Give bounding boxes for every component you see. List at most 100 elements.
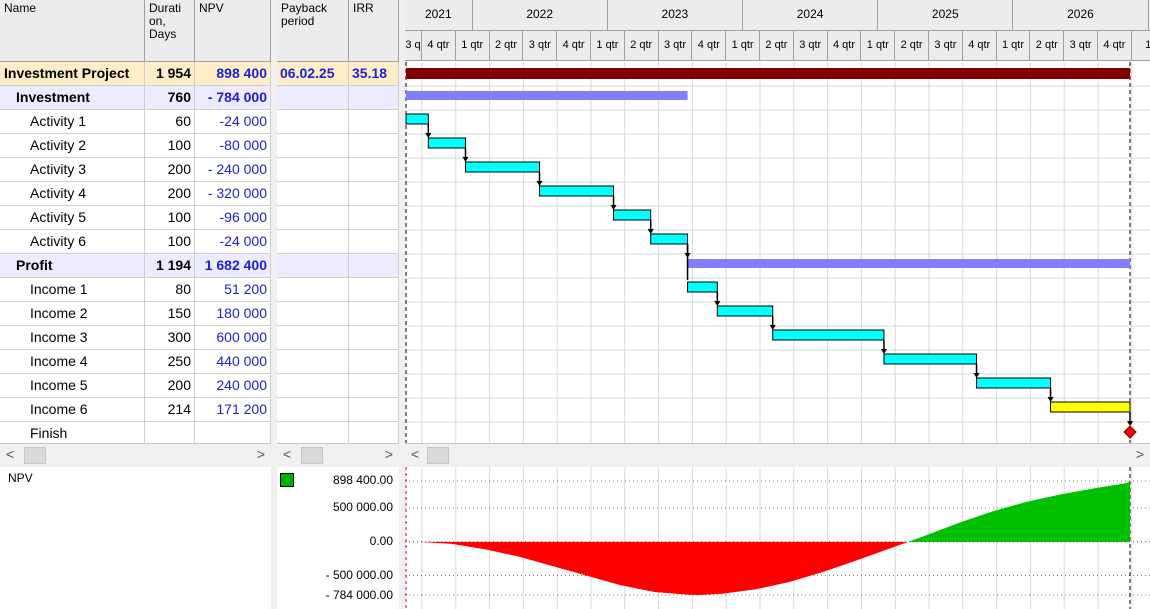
task-grid-scrollbar[interactable]: < >: [0, 443, 271, 465]
row-duration-cell[interactable]: 1 954: [145, 62, 195, 86]
row-duration-cell[interactable]: 200: [145, 374, 195, 398]
row-npv-cell[interactable]: -24 000: [195, 230, 271, 254]
row-payback-cell[interactable]: [277, 326, 349, 350]
row-name-cell[interactable]: Income 5: [0, 374, 145, 398]
scroll-left-icon[interactable]: <: [411, 446, 420, 462]
gantt-bar-task: [883, 353, 978, 365]
row-duration-cell[interactable]: 250: [145, 350, 195, 374]
row-name-cell[interactable]: Income 6: [0, 398, 145, 422]
column-header-duration[interactable]: Durati on, Days: [145, 0, 195, 62]
timeline-quarter: 2 qtr: [1030, 31, 1065, 61]
column-header-name[interactable]: Name: [0, 0, 145, 62]
row-npv-cell[interactable]: 440 000: [195, 350, 271, 374]
row-duration-cell[interactable]: 300: [145, 326, 195, 350]
row-irr-cell[interactable]: 35.18: [349, 62, 399, 86]
scroll-right-icon[interactable]: >: [1135, 446, 1144, 462]
row-irr-cell[interactable]: [349, 302, 399, 326]
column-header-irr[interactable]: IRR: [349, 0, 399, 62]
scroll-right-icon[interactable]: >: [384, 446, 393, 462]
row-name-cell[interactable]: Income 1: [0, 278, 145, 302]
row-payback-cell[interactable]: [277, 398, 349, 422]
row-duration-cell[interactable]: 150: [145, 302, 195, 326]
row-name-cell[interactable]: Activity 6: [0, 230, 145, 254]
row-name-cell[interactable]: Income 2: [0, 302, 145, 326]
row-duration-cell[interactable]: 80: [145, 278, 195, 302]
row-npv-cell[interactable]: 600 000: [195, 326, 271, 350]
row-name-cell[interactable]: Investment: [0, 86, 145, 110]
row-name-cell[interactable]: Investment Project: [0, 62, 145, 86]
row-payback-cell[interactable]: [277, 206, 349, 230]
row-duration-cell[interactable]: 1 194: [145, 254, 195, 278]
row-payback-cell[interactable]: [277, 230, 349, 254]
row-irr-cell[interactable]: [349, 350, 399, 374]
row-name-cell[interactable]: Activity 1: [0, 110, 145, 134]
row-npv-cell[interactable]: 171 200: [195, 398, 271, 422]
row-payback-cell[interactable]: [277, 86, 349, 110]
dependency-arrow: [610, 205, 617, 210]
payback-grid-scrollbar[interactable]: < >: [277, 443, 399, 465]
row-irr-cell[interactable]: [349, 398, 399, 422]
row-duration-cell[interactable]: 200: [145, 182, 195, 206]
row-duration-cell[interactable]: 100: [145, 230, 195, 254]
column-header-npv[interactable]: NPV: [195, 0, 271, 62]
column-header-payback[interactable]: Payback period: [277, 0, 349, 62]
row-npv-cell[interactable]: 51 200: [195, 278, 271, 302]
row-irr-cell[interactable]: [349, 182, 399, 206]
row-payback-cell[interactable]: [277, 302, 349, 326]
row-name-cell[interactable]: Income 4: [0, 350, 145, 374]
row-payback-cell[interactable]: [277, 374, 349, 398]
row-irr-cell[interactable]: [349, 374, 399, 398]
row-npv-cell[interactable]: 1 682 400: [195, 254, 271, 278]
row-name-cell[interactable]: Activity 4: [0, 182, 145, 206]
row-npv-cell[interactable]: 898 400: [195, 62, 271, 86]
row-irr-cell[interactable]: [349, 254, 399, 278]
row-name-cell[interactable]: Profit: [0, 254, 145, 278]
row-irr-cell[interactable]: [349, 110, 399, 134]
row-irr-cell[interactable]: [349, 158, 399, 182]
row-irr-cell[interactable]: [349, 278, 399, 302]
row-payback-cell[interactable]: 06.02.25: [277, 62, 349, 86]
row-payback-cell[interactable]: [277, 350, 349, 374]
gantt-scrollbar[interactable]: < >: [405, 443, 1150, 465]
row-name-cell[interactable]: Activity 2: [0, 134, 145, 158]
row-irr-cell[interactable]: [349, 134, 399, 158]
row-payback-cell[interactable]: [277, 110, 349, 134]
row-npv-cell[interactable]: -80 000: [195, 134, 271, 158]
gantt-bar-task: [405, 113, 429, 125]
scrollbar-thumb[interactable]: [427, 447, 449, 464]
scroll-left-icon[interactable]: <: [283, 446, 292, 462]
row-duration-cell[interactable]: 200: [145, 158, 195, 182]
row-duration-cell[interactable]: 100: [145, 134, 195, 158]
row-name-cell[interactable]: Activity 5: [0, 206, 145, 230]
row-irr-cell[interactable]: [349, 86, 399, 110]
row-duration-cell[interactable]: 214: [145, 398, 195, 422]
row-irr-cell[interactable]: [349, 422, 399, 446]
row-name-cell[interactable]: Activity 3: [0, 158, 145, 182]
row-npv-cell[interactable]: [195, 422, 271, 446]
scrollbar-thumb[interactable]: [301, 447, 323, 464]
row-payback-cell[interactable]: [277, 278, 349, 302]
scrollbar-thumb[interactable]: [24, 447, 46, 464]
row-name-cell[interactable]: Income 3: [0, 326, 145, 350]
row-npv-cell[interactable]: 240 000: [195, 374, 271, 398]
row-payback-cell[interactable]: [277, 134, 349, 158]
row-payback-cell[interactable]: [277, 158, 349, 182]
scroll-right-icon[interactable]: >: [256, 446, 265, 462]
row-duration-cell[interactable]: 100: [145, 206, 195, 230]
row-payback-cell[interactable]: [277, 254, 349, 278]
row-npv-cell[interactable]: -24 000: [195, 110, 271, 134]
row-payback-cell[interactable]: [277, 182, 349, 206]
row-npv-cell[interactable]: - 240 000: [195, 158, 271, 182]
row-npv-cell[interactable]: -96 000: [195, 206, 271, 230]
row-irr-cell[interactable]: [349, 326, 399, 350]
row-npv-cell[interactable]: 180 000: [195, 302, 271, 326]
row-duration-cell[interactable]: 60: [145, 110, 195, 134]
milestone-marker: [1123, 425, 1137, 439]
row-irr-cell[interactable]: [349, 230, 399, 254]
row-duration-cell[interactable]: 760: [145, 86, 195, 110]
row-npv-cell[interactable]: - 784 000: [195, 86, 271, 110]
row-npv-cell[interactable]: - 320 000: [195, 182, 271, 206]
scroll-left-icon[interactable]: <: [6, 446, 15, 462]
dependency-arrow: [536, 181, 543, 186]
row-irr-cell[interactable]: [349, 206, 399, 230]
